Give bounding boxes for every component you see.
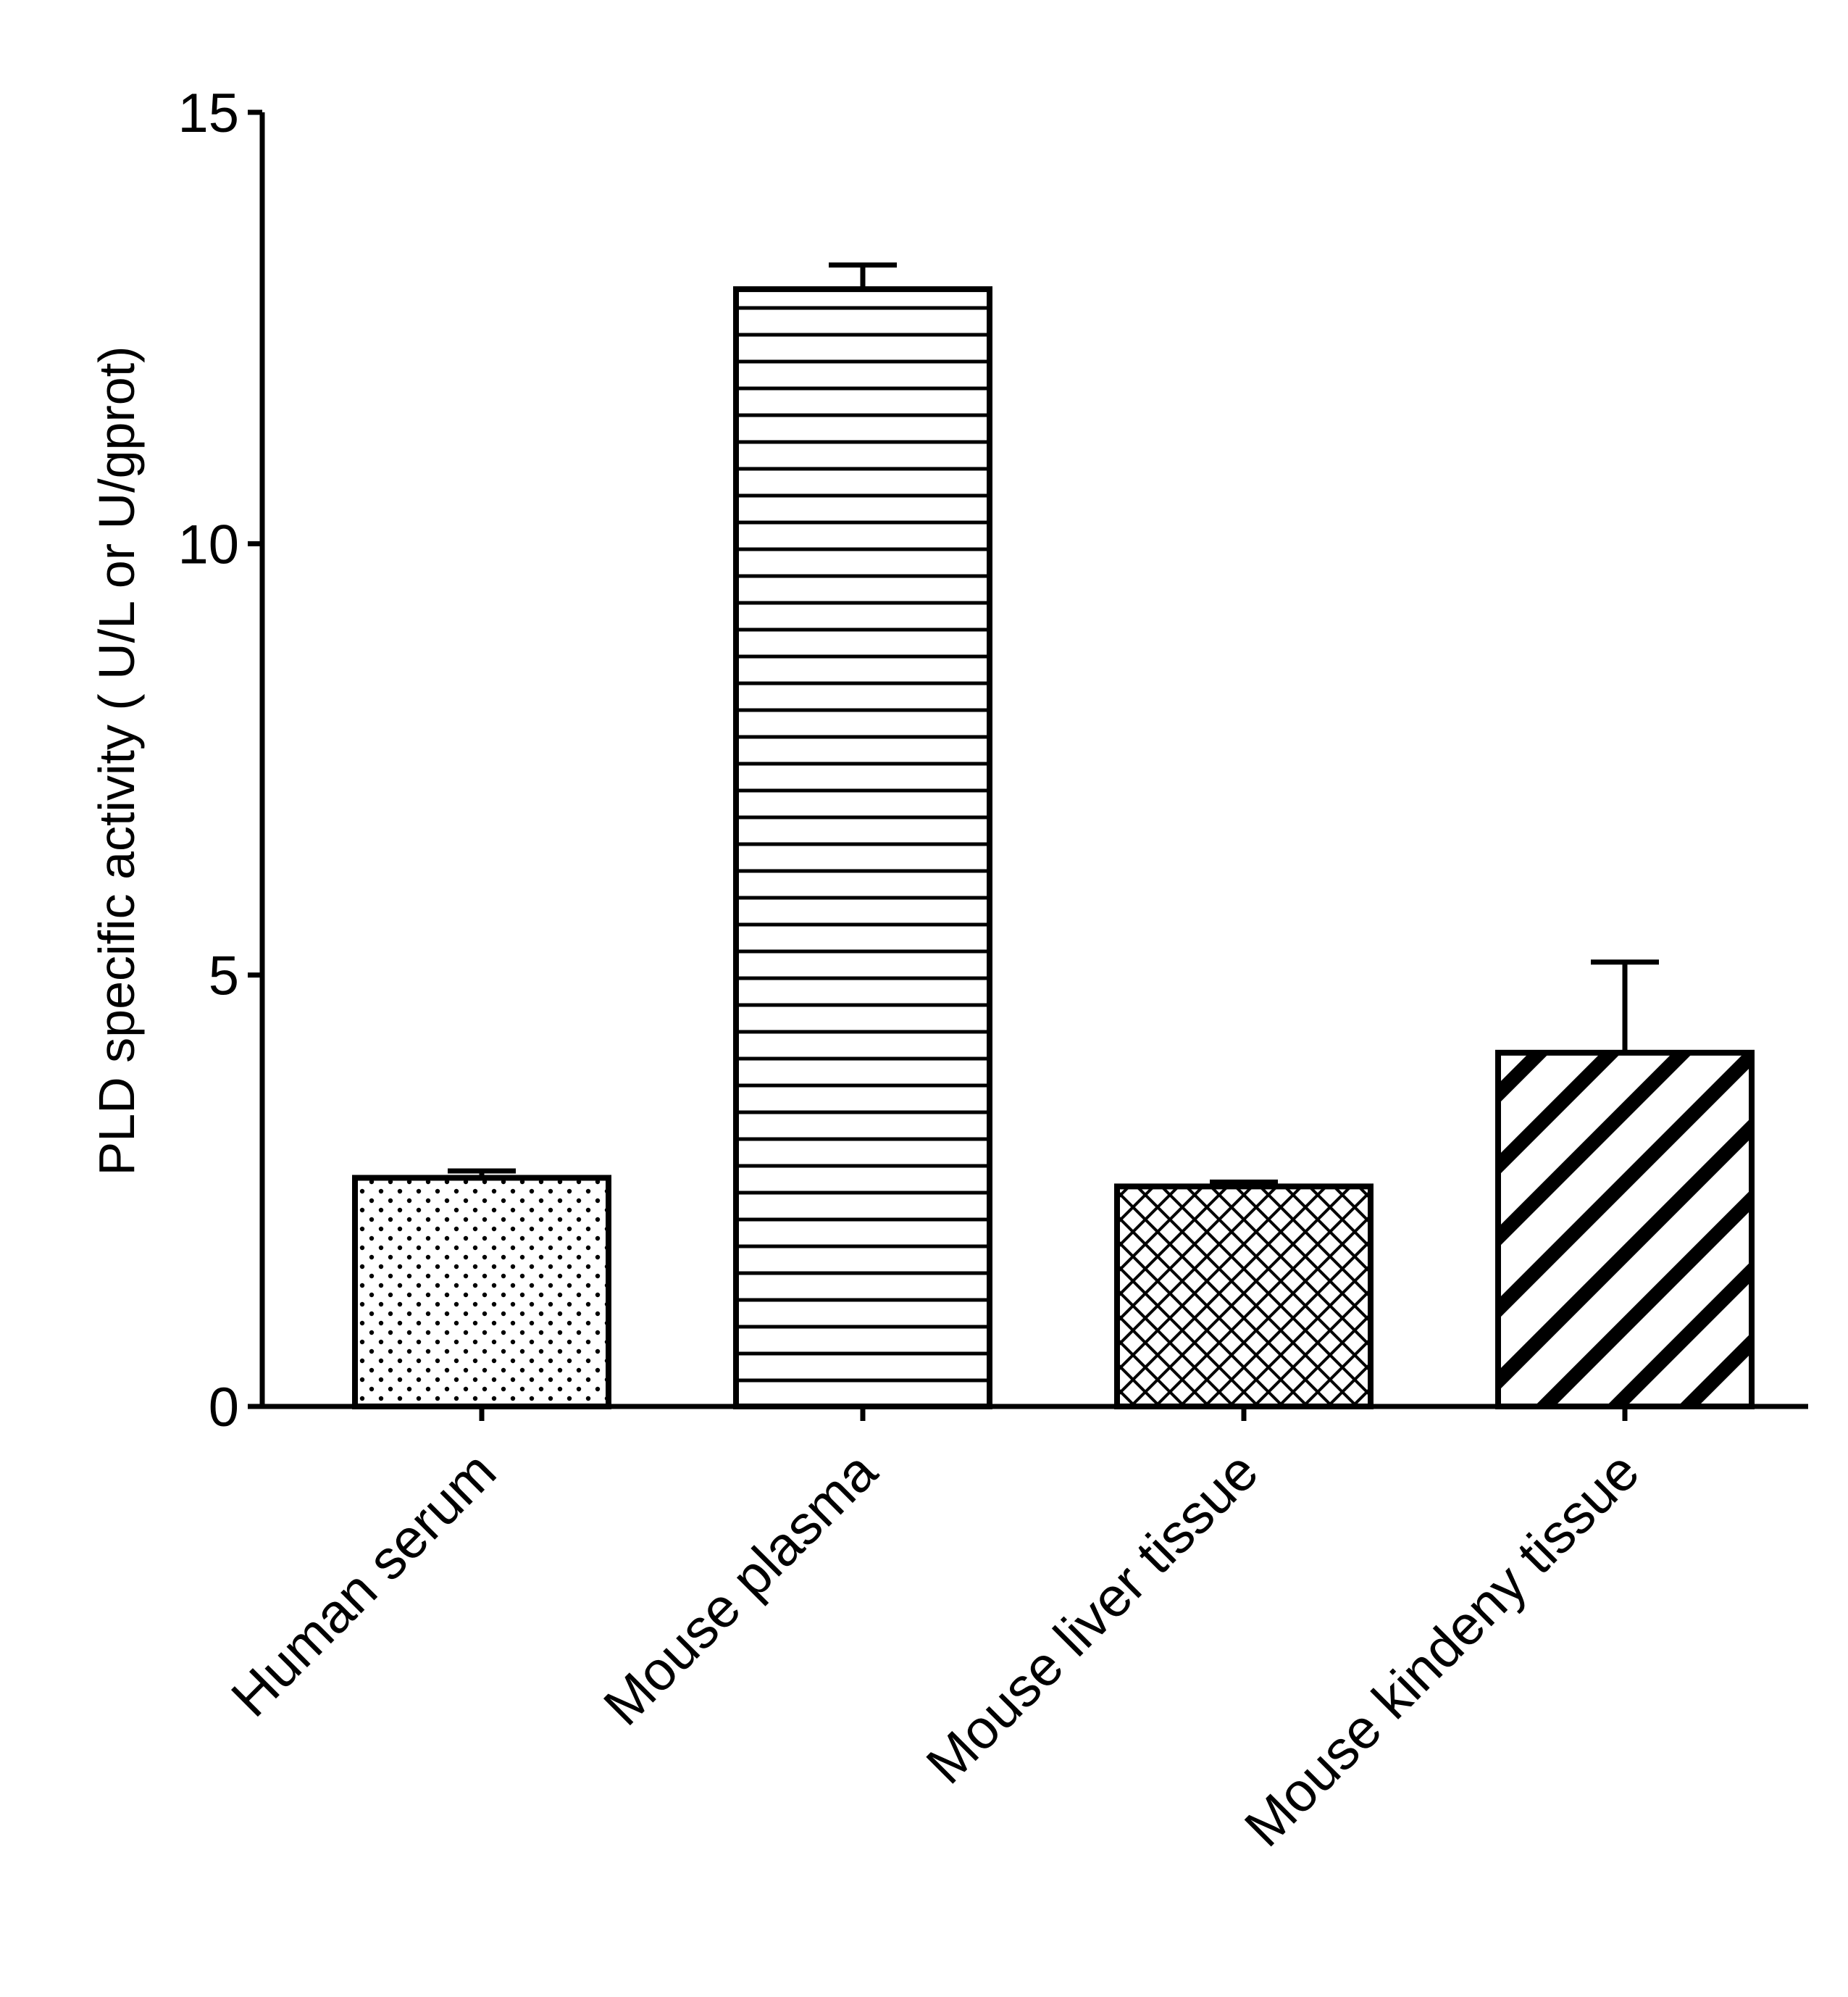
x-ticks: Human serum Mouse plasma Mouse liver tissu…: [219, 1406, 1651, 1859]
x-category-label: Mouse kindeny tissue: [1233, 1441, 1651, 1859]
x-category-label: Human serum: [219, 1441, 508, 1729]
x-category-label: Mouse plasma: [592, 1440, 889, 1737]
bar: [1495, 1049, 1755, 1409]
x-category-label: Mouse liver tissue: [915, 1441, 1270, 1796]
bar: [352, 1175, 611, 1410]
y-tick-label: 15: [177, 83, 239, 144]
y-axis-label: PLD specific activity ( U/L or U/gprot): [88, 346, 145, 1176]
y-tick-label: 0: [209, 1377, 239, 1438]
y-ticks: 0 5 10 15: [177, 83, 262, 1438]
bars: [352, 262, 1755, 1410]
bar: [733, 286, 992, 1409]
y-tick-label: 10: [177, 514, 239, 575]
y-tick-label: 5: [209, 946, 239, 1007]
bar: [1114, 1183, 1374, 1409]
